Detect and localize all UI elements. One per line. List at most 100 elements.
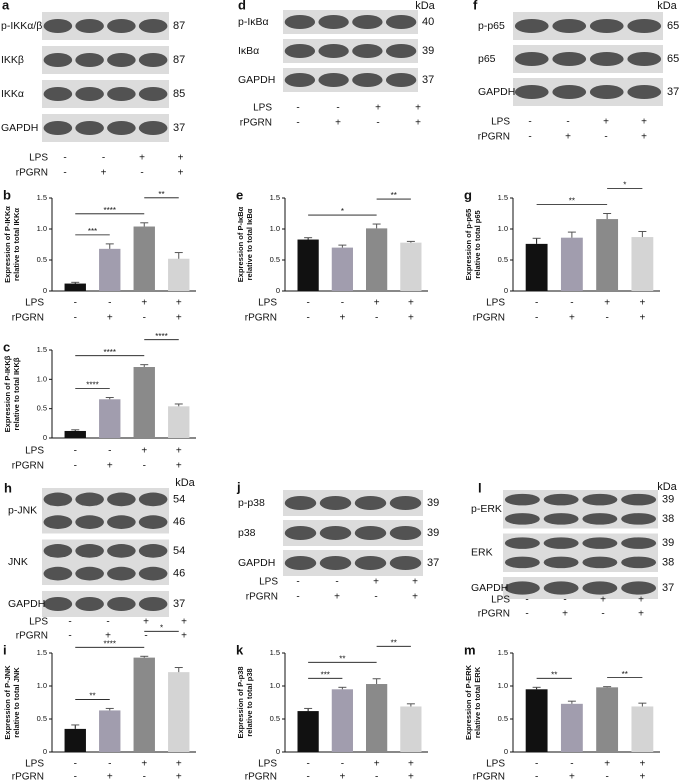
treatment-sign: - — [570, 298, 573, 309]
y-tick-label: 0.5 — [498, 714, 508, 723]
blot-band — [504, 513, 540, 525]
y-axis-label: Expression of P-IKKβ — [3, 355, 12, 432]
treatment-sign: - — [68, 617, 71, 628]
y-tick-label: 1.0 — [37, 374, 47, 383]
molecular-weight: 37 — [667, 86, 679, 98]
bar — [168, 406, 190, 438]
panel-letter: e — [236, 187, 243, 202]
treatment-sign: - — [605, 313, 608, 324]
bar — [133, 367, 155, 438]
blot-band — [582, 581, 618, 595]
significance-label: ** — [622, 670, 628, 679]
panel-letter: h — [4, 480, 12, 495]
treatment-sign: + — [638, 609, 644, 620]
molecular-weight: 37 — [422, 74, 434, 86]
treatment-sign: + — [107, 772, 113, 781]
treatment-label: rPGRN — [240, 118, 272, 129]
bar — [99, 248, 121, 291]
bar — [631, 706, 654, 752]
blot-band — [284, 556, 317, 570]
treatment-sign: + — [107, 461, 113, 472]
row-label: p-p38 — [238, 497, 265, 509]
treatment-sign: - — [143, 313, 146, 324]
blot-band — [138, 544, 168, 558]
row-label: p65 — [478, 53, 496, 65]
significance-label: * — [623, 181, 626, 190]
treatment-sign: - — [604, 132, 607, 143]
blot-band — [354, 556, 387, 570]
panel-letter: c — [3, 339, 10, 354]
row-label: GAPDH — [238, 557, 275, 569]
y-tick-label: 1.5 — [37, 648, 47, 657]
treatment-sign: - — [341, 759, 344, 770]
blot-band — [352, 73, 383, 87]
bar — [525, 243, 548, 291]
treatment-sign: - — [63, 153, 66, 164]
treatment-label: LPS — [25, 446, 44, 457]
y-tick-label: 0.5 — [37, 714, 47, 723]
treatment-sign: + — [373, 577, 379, 588]
blot-band — [582, 537, 618, 549]
blot-band — [514, 52, 549, 66]
blot-band — [627, 52, 662, 66]
blot-band — [138, 492, 168, 507]
blot-band — [43, 515, 73, 529]
treatment-sign: + — [412, 592, 418, 603]
blot-band — [75, 492, 104, 507]
panel-letter: b — [3, 187, 11, 202]
y-axis-label: relative to total p65 — [473, 210, 482, 278]
molecular-weight: 38 — [662, 513, 674, 525]
treatment-label: LPS — [29, 153, 48, 164]
bar — [596, 687, 619, 752]
row-label: GAPDH — [1, 122, 38, 134]
treatment-sign: + — [412, 577, 418, 588]
treatment-sign: - — [306, 759, 309, 770]
blot-band — [284, 526, 317, 540]
y-axis-label: relative to total IKKα — [12, 208, 21, 281]
treatment-sign: + — [143, 617, 149, 628]
treatment-sign: - — [525, 609, 528, 620]
treatment-sign: + — [335, 118, 341, 129]
row-label: p-IκBα — [238, 16, 269, 28]
significance-label: *** — [321, 670, 330, 679]
treatment-sign: - — [525, 595, 528, 606]
blot-band — [75, 515, 104, 529]
treatment-label: rPGRN — [245, 772, 277, 781]
treatment-sign: - — [528, 117, 531, 128]
blot-band — [43, 544, 73, 558]
y-tick-label: 1.5 — [37, 345, 47, 354]
blot-band — [107, 492, 136, 507]
y-axis-label: Expression of p-p65 — [464, 209, 473, 281]
bar — [366, 228, 388, 291]
y-axis-label: relative to total JNK — [12, 667, 21, 738]
blot-band — [138, 566, 168, 581]
bar — [133, 657, 155, 752]
y-tick-label: 1.5 — [37, 193, 47, 202]
treatment-sign: + — [641, 132, 647, 143]
blot-strip — [503, 577, 658, 599]
treatment-sign: + — [105, 631, 111, 642]
bar — [64, 728, 86, 752]
treatment-sign: - — [336, 103, 339, 114]
treatment-sign: - — [144, 631, 147, 642]
treatment-sign: + — [141, 298, 147, 309]
treatment-sign: + — [638, 595, 644, 606]
treatment-sign: + — [374, 759, 380, 770]
blot-band — [504, 556, 540, 569]
treatment-sign: - — [306, 313, 309, 324]
y-tick-label: 0 — [276, 747, 280, 756]
treatment-label: rPGRN — [12, 313, 44, 324]
significance-label: ** — [569, 197, 575, 206]
panel-letter: g — [464, 187, 472, 202]
blot-band — [504, 581, 540, 595]
blot-band — [319, 556, 352, 570]
blot-band — [138, 53, 168, 67]
blot-band — [354, 496, 387, 510]
molecular-weight: 65 — [667, 20, 679, 32]
treatment-sign: + — [639, 313, 645, 324]
treatment-label: LPS — [25, 759, 44, 770]
blot-band — [627, 85, 662, 99]
blot-band — [354, 526, 387, 540]
blot-band — [385, 73, 417, 87]
unit-label: kDa — [415, 0, 435, 12]
